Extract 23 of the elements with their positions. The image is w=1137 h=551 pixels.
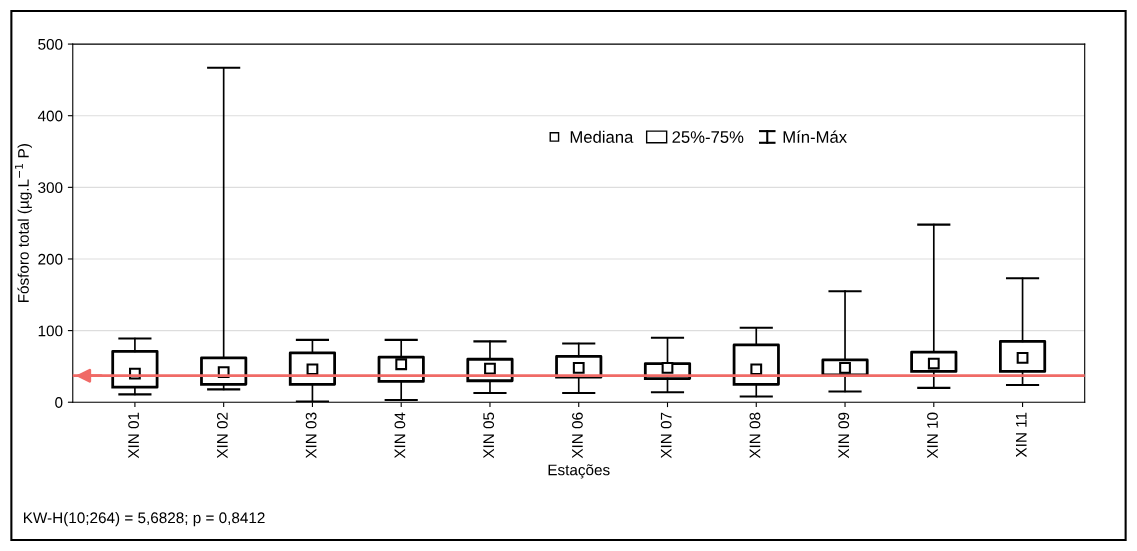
y-tick-label: 500: [38, 38, 63, 50]
x-tick-label: XIN 04: [394, 412, 406, 459]
legend-label: 25%-75%: [672, 131, 744, 143]
y-tick-label: 200: [38, 253, 63, 265]
x-tick-label: XIN 07: [660, 412, 672, 459]
y-tick-label: 0: [55, 397, 63, 408]
text: KW-H(10;264) = 5,6828; p = 0,8412: [23, 511, 265, 527]
x-tick-label: XIN 03: [305, 412, 317, 459]
x-tick-label: XIN 11: [1016, 412, 1027, 458]
y-axis-title: Fósforo total (µg.L$^{−1}$ P): [15, 144, 32, 303]
x-tick-label: XIN 01: [128, 412, 140, 459]
x-tick-label: XIN 05: [483, 412, 495, 459]
x-tick-label: XIN 09: [838, 412, 850, 459]
x-tick-label: XIN 02: [216, 412, 228, 459]
y-tick-label: 400: [37, 110, 63, 122]
x-tick-label: XIN 06: [572, 412, 583, 459]
x-tick-label: XIN 10: [927, 412, 938, 459]
y-tick-label: 300: [38, 182, 63, 194]
x-tick-label: XIN 08: [749, 412, 761, 459]
annotation: Mediana: [570, 130, 634, 143]
y-tick-label: 100: [38, 325, 63, 337]
annotation: Mín-Máx: [783, 130, 847, 143]
x-axis-title: Estações: [548, 464, 610, 479]
